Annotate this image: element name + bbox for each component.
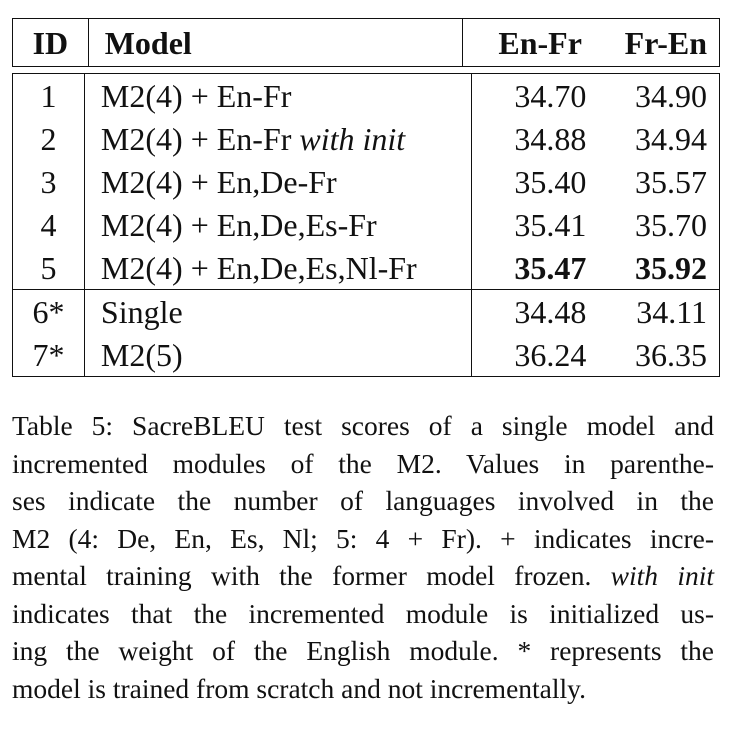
table-caption: Table 5: SacreBLEU test scores of a sing… — [12, 407, 714, 707]
caption-line: M2 (4: De, En, Es, Nl; 5: 4 + Fr). + ind… — [12, 522, 714, 554]
row-fr-en: 34.11 — [594, 289, 720, 333]
table-row: 3 M2(4) + En,De-Fr 35.40 35.57 — [12, 160, 720, 203]
table-row: 6* Single 34.48 34.11 — [12, 289, 720, 333]
table-row: 5 M2(4) + En,De,Es,Nl-Fr 35.47 35.92 — [12, 246, 720, 290]
model-suffix: with init — [299, 120, 406, 157]
row-model: M2(5) — [84, 333, 473, 377]
row-fr-en: 34.90 — [635, 77, 707, 114]
model-name: M2(4) + En,De-Fr — [100, 163, 337, 200]
row-id: 1 — [12, 73, 85, 117]
table-header: ID Model En-Fr Fr-En — [12, 18, 720, 67]
row-fr-en: 34.94 — [635, 120, 707, 157]
row-en-fr: 34.70 — [514, 77, 587, 114]
table-row: 2 M2(4) + En-Fr with init 34.88 34.94 — [12, 117, 720, 160]
row-en-fr: 35.47 — [514, 249, 587, 286]
row-id: 5 — [12, 246, 85, 290]
model-name: M2(4) + En,De,Es,Nl-Fr — [100, 249, 417, 286]
results-table: ID Model En-Fr Fr-En 1 M2(4) + En-Fr 34.… — [12, 18, 720, 377]
row-id: 6* — [12, 289, 85, 333]
model-name: Single — [100, 293, 183, 330]
header-model: Model — [88, 18, 463, 67]
header-id: ID — [12, 18, 89, 67]
row-en-fr: 36.24 — [514, 336, 587, 373]
table-row: 1 M2(4) + En-Fr 34.70 34.90 — [12, 73, 720, 117]
caption-line: ing the weight of the English module. * … — [12, 635, 714, 666]
caption-line: incremented modules of the M2. Values in… — [12, 447, 714, 479]
model-name: M2(4) + En,De,Es-Fr — [100, 206, 377, 243]
caption-italic: with init — [610, 560, 715, 591]
row-fr-en: 36.35 — [635, 336, 707, 373]
table-row: 4 M2(4) + En,De,Es-Fr 35.41 35.70 — [12, 203, 720, 246]
model-name: M2(5) — [100, 336, 183, 373]
row-model: M2(4) + En-Fr — [84, 73, 473, 117]
caption-line: indicates that the incremented module is… — [12, 597, 714, 629]
header-row: ID Model En-Fr Fr-En — [12, 18, 720, 67]
row-id: 7* — [12, 333, 85, 377]
row-id: 4 — [12, 203, 85, 246]
row-fr-en: 35.57 — [635, 163, 707, 200]
caption-line: ses indicate the number of languages inv… — [12, 485, 714, 516]
row-en-fr: 34.88 — [514, 120, 587, 157]
caption-line: Table 5: SacreBLEU test scores of a sing… — [12, 410, 714, 441]
header-fr-en: Fr-En — [624, 24, 707, 61]
row-model: Single — [84, 289, 473, 333]
model-name: M2(4) + En-Fr — [100, 120, 300, 157]
row-id: 3 — [12, 160, 85, 203]
row-id: 2 — [12, 117, 85, 160]
header-en-fr: En-Fr — [498, 24, 582, 61]
row-fr-en: 35.92 — [635, 249, 707, 286]
table-row: 7* M2(5) 36.24 36.35 — [12, 333, 720, 377]
caption-line: model is trained from scratch and not in… — [12, 672, 586, 704]
row-model: M2(4) + En-Fr with init — [84, 117, 473, 160]
row-model: M2(4) + En,De-Fr — [84, 160, 473, 203]
row-model: M2(4) + En,De,Es-Fr — [84, 203, 473, 246]
table-body: 1 M2(4) + En-Fr 34.70 34.90 2 M2(4) + En… — [12, 73, 720, 377]
model-name: M2(4) + En-Fr — [100, 77, 292, 114]
caption-line: mental training with the former model fr… — [12, 557, 714, 595]
row-en-fr: 35.41 — [514, 206, 587, 243]
row-en-fr: 34.48 — [471, 289, 595, 333]
caption-text: mental training with the former model fr… — [12, 560, 611, 591]
row-en-fr: 35.40 — [514, 163, 587, 200]
row-model: M2(4) + En,De,Es,Nl-Fr — [84, 246, 473, 290]
row-fr-en: 35.70 — [635, 206, 707, 243]
